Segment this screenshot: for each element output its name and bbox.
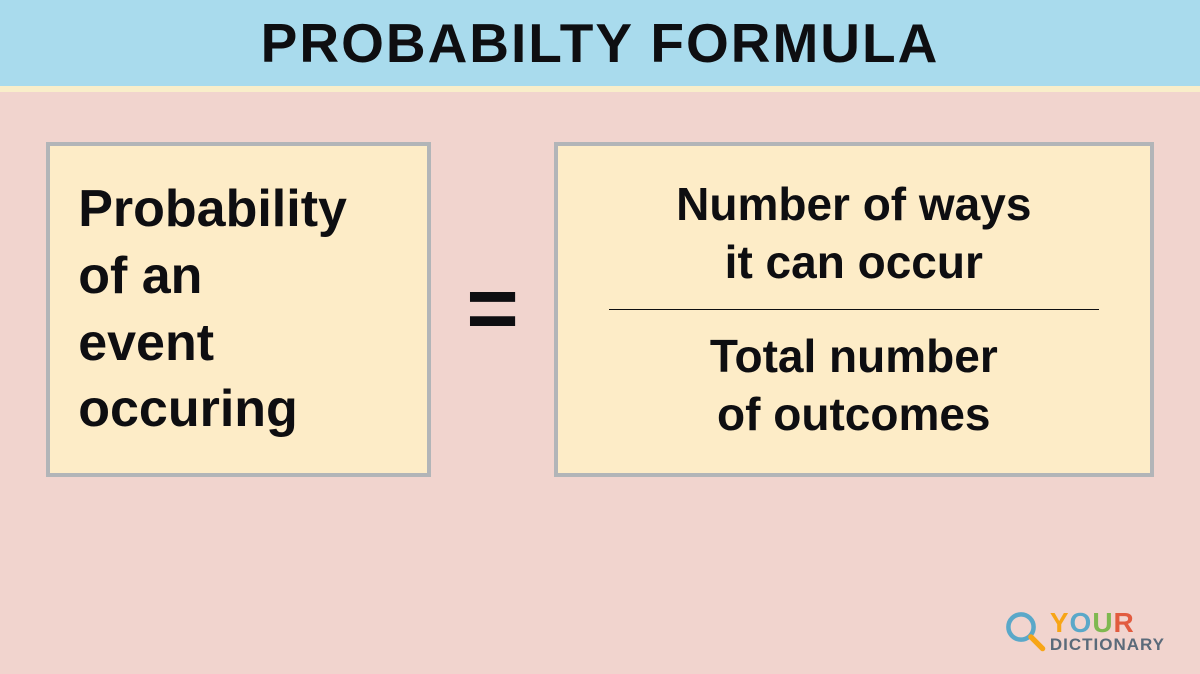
logo-letter-y: Y (1050, 607, 1070, 638)
left-box-text: Probability of an event occuring (78, 176, 399, 442)
infographic-container: PROBABILTY FORMULA Probability of an eve… (0, 0, 1200, 674)
denominator-line-1: Total number (710, 330, 998, 382)
fraction-divider (609, 309, 1099, 310)
numerator-line-1: Number of ways (676, 178, 1031, 230)
brand-logo: YOUR DICTIONARY (1003, 609, 1165, 654)
logo-your-text: YOUR (1050, 610, 1165, 637)
left-line-1: Probability (78, 180, 347, 238)
numerator-line-2: it can occur (725, 236, 983, 288)
fraction-denominator: Total number of outcomes (710, 328, 998, 443)
left-line-4: occuring (78, 380, 298, 438)
header-bar: PROBABILTY FORMULA (0, 0, 1200, 92)
left-line-3: event (78, 314, 214, 372)
left-line-2: of an (78, 247, 202, 305)
right-fraction-box: Number of ways it can occur Total number… (554, 142, 1154, 477)
logo-letter-u: U (1092, 607, 1113, 638)
fraction-numerator: Number of ways it can occur (676, 176, 1031, 291)
logo-dictionary-text: DICTIONARY (1050, 637, 1165, 653)
logo-letter-o: O (1070, 607, 1093, 638)
left-definition-box: Probability of an event occuring (46, 142, 431, 477)
logo-letter-r: R (1114, 607, 1135, 638)
body-area: Probability of an event occuring = Numbe… (0, 92, 1200, 674)
denominator-line-2: of outcomes (717, 388, 990, 440)
page-title: PROBABILTY FORMULA (261, 11, 940, 75)
logo-text-block: YOUR DICTIONARY (1050, 610, 1165, 653)
equals-sign: = (466, 287, 519, 332)
magnifying-glass-icon (1003, 609, 1048, 654)
formula-row: Probability of an event occuring = Numbe… (45, 142, 1155, 477)
